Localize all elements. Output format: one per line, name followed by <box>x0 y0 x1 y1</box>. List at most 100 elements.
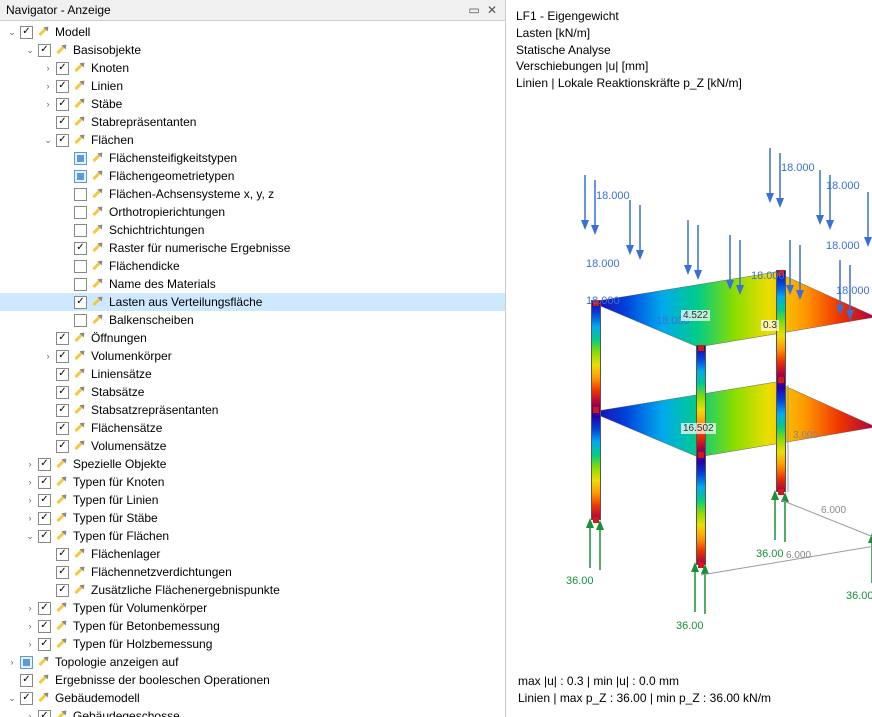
tree-checkbox[interactable] <box>38 44 51 57</box>
tree-checkbox[interactable] <box>38 476 51 489</box>
tree-checkbox[interactable] <box>56 584 69 597</box>
tree-item[interactable]: ⌄Modell <box>0 23 505 41</box>
tree-item[interactable]: Zusätzliche Flächenergebnispunkte <box>0 581 505 599</box>
tree-item[interactable]: ⌄Typen für Flächen <box>0 527 505 545</box>
chevron-right-icon[interactable]: › <box>24 458 36 470</box>
tree-item[interactable]: Flächensätze <box>0 419 505 437</box>
tree-checkbox[interactable] <box>74 170 87 183</box>
chevron-right-icon[interactable]: › <box>24 620 36 632</box>
tree-item[interactable]: Ergebnisse der booleschen Operationen <box>0 671 505 689</box>
tree-checkbox[interactable] <box>56 332 69 345</box>
tree-checkbox[interactable] <box>38 512 51 525</box>
tree-item[interactable]: ›Typen für Linien <box>0 491 505 509</box>
tree-checkbox[interactable] <box>74 314 87 327</box>
tree-item[interactable]: ›Typen für Stäbe <box>0 509 505 527</box>
tree-checkbox[interactable] <box>56 80 69 93</box>
tree-item[interactable]: Flächendicke <box>0 257 505 275</box>
tree-item[interactable]: Volumensätze <box>0 437 505 455</box>
tree-checkbox[interactable] <box>56 440 69 453</box>
chevron-right-icon[interactable]: › <box>6 656 18 668</box>
tree-checkbox[interactable] <box>74 206 87 219</box>
tree-item[interactable]: Flächensteifigkeitstypen <box>0 149 505 167</box>
chevron-right-icon[interactable]: › <box>24 710 36 717</box>
chevron-right-icon[interactable]: › <box>42 98 54 110</box>
tree-item[interactable]: Flächennetzverdichtungen <box>0 563 505 581</box>
tree-item[interactable]: ›Knoten <box>0 59 505 77</box>
tree-checkbox[interactable] <box>74 188 87 201</box>
tree-item[interactable]: ›Topologie anzeigen auf <box>0 653 505 671</box>
tree-item[interactable]: Öffnungen <box>0 329 505 347</box>
tree-item[interactable]: ›Stäbe <box>0 95 505 113</box>
chevron-down-icon[interactable]: ⌄ <box>6 26 18 38</box>
model-render-area[interactable]: 18.00018.00018.00018.00018.00018.00018.0… <box>526 140 862 580</box>
tree-checkbox[interactable] <box>20 692 33 705</box>
chevron-down-icon[interactable]: ⌄ <box>42 134 54 146</box>
tree-item[interactable]: Lasten aus Verteilungsfläche <box>0 293 505 311</box>
chevron-right-icon[interactable]: › <box>24 602 36 614</box>
tree-item[interactable]: ›Typen für Betonbemessung <box>0 617 505 635</box>
tree-checkbox[interactable] <box>56 98 69 111</box>
chevron-down-icon[interactable]: ⌄ <box>6 692 18 704</box>
tree-checkbox[interactable] <box>38 458 51 471</box>
tree-item[interactable]: ⌄Gebäudemodell <box>0 689 505 707</box>
tree-item[interactable]: Flächenlager <box>0 545 505 563</box>
tree-checkbox[interactable] <box>56 134 69 147</box>
tree-item[interactable]: ›Typen für Volumenkörper <box>0 599 505 617</box>
tree-item[interactable]: ⌄Basisobjekte <box>0 41 505 59</box>
close-icon[interactable]: ✕ <box>485 3 499 17</box>
tree-item[interactable]: Flächengeometrietypen <box>0 167 505 185</box>
tree-checkbox[interactable] <box>38 530 51 543</box>
tree-checkbox[interactable] <box>56 548 69 561</box>
tree-checkbox[interactable] <box>38 638 51 651</box>
tree-item[interactable]: Stabrepräsentanten <box>0 113 505 131</box>
tree-checkbox[interactable] <box>38 620 51 633</box>
tree-checkbox[interactable] <box>20 656 33 669</box>
tree-checkbox[interactable] <box>56 62 69 75</box>
tree-checkbox[interactable] <box>56 422 69 435</box>
pin-icon[interactable]: ▭ <box>467 3 481 17</box>
tree-checkbox[interactable] <box>38 602 51 615</box>
tree-item[interactable]: Name des Materials <box>0 275 505 293</box>
tree-item[interactable]: ›Volumenkörper <box>0 347 505 365</box>
tree-item[interactable]: Stabsatzrepräsentanten <box>0 401 505 419</box>
tree-checkbox[interactable] <box>74 296 87 309</box>
tree-item[interactable]: Balkenscheiben <box>0 311 505 329</box>
chevron-down-icon[interactable]: ⌄ <box>24 44 36 56</box>
chevron-right-icon[interactable]: › <box>24 494 36 506</box>
tree-checkbox[interactable] <box>38 710 51 717</box>
tree-checkbox[interactable] <box>56 386 69 399</box>
tree-checkbox[interactable] <box>74 278 87 291</box>
tree-checkbox[interactable] <box>38 494 51 507</box>
tree-item[interactable]: Flächen-Achsensysteme x, y, z <box>0 185 505 203</box>
chevron-right-icon[interactable]: › <box>42 80 54 92</box>
tree-checkbox[interactable] <box>56 350 69 363</box>
tree-item[interactable]: ›Spezielle Objekte <box>0 455 505 473</box>
tree-checkbox[interactable] <box>56 116 69 129</box>
tree-item[interactable]: ›Linien <box>0 77 505 95</box>
navigator-tree[interactable]: ⌄Modell⌄Basisobjekte›Knoten›Linien›Stäbe… <box>0 21 505 717</box>
tree-item[interactable]: Liniensätze <box>0 365 505 383</box>
tree-checkbox[interactable] <box>20 674 33 687</box>
chevron-right-icon[interactable]: › <box>42 62 54 74</box>
chevron-right-icon[interactable]: › <box>24 638 36 650</box>
tree-checkbox[interactable] <box>74 242 87 255</box>
chevron-right-icon[interactable]: › <box>24 512 36 524</box>
tree-item[interactable]: Stabsätze <box>0 383 505 401</box>
chevron-down-icon[interactable]: ⌄ <box>24 530 36 542</box>
tree-item[interactable]: ›Typen für Knoten <box>0 473 505 491</box>
tree-checkbox[interactable] <box>56 404 69 417</box>
tree-item[interactable]: ›Typen für Holzbemessung <box>0 635 505 653</box>
tree-item[interactable]: Schichtrichtungen <box>0 221 505 239</box>
tree-checkbox[interactable] <box>56 368 69 381</box>
tree-item[interactable]: Orthotropierichtungen <box>0 203 505 221</box>
model-viewer[interactable]: LF1 - EigengewichtLasten [kN/m]Statische… <box>506 0 872 717</box>
tree-item[interactable]: ⌄Flächen <box>0 131 505 149</box>
tree-checkbox[interactable] <box>20 26 33 39</box>
tree-checkbox[interactable] <box>74 152 87 165</box>
tree-checkbox[interactable] <box>74 260 87 273</box>
tree-item[interactable]: Raster für numerische Ergebnisse <box>0 239 505 257</box>
tree-checkbox[interactable] <box>74 224 87 237</box>
tree-item[interactable]: ›Gebäudegeschosse <box>0 707 505 717</box>
chevron-right-icon[interactable]: › <box>24 476 36 488</box>
chevron-right-icon[interactable]: › <box>42 350 54 362</box>
